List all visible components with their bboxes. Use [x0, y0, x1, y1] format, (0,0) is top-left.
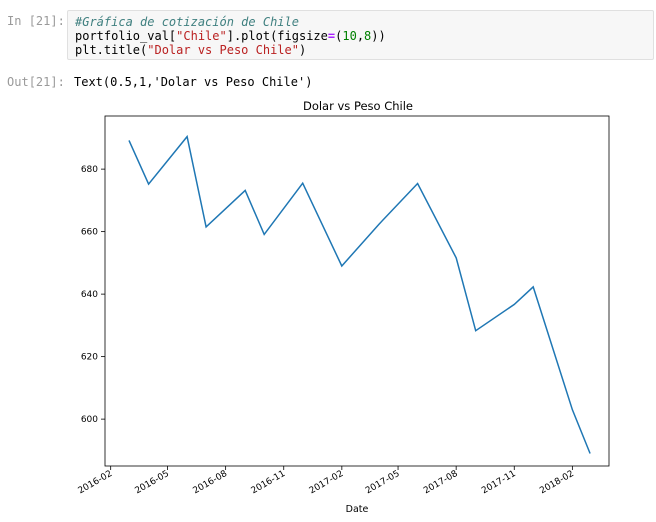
code-token: plt.title(: [75, 43, 148, 57]
code-cell-input[interactable]: #Gráfica de cotización de Chile portfoli…: [67, 10, 654, 60]
y-tick-label: 620: [81, 353, 98, 363]
x-tick-label: 2016-08: [192, 469, 230, 497]
x-tick-label: 2017-11: [480, 469, 518, 496]
y-tick-label: 640: [81, 290, 98, 300]
x-tick-label: 2017-08: [422, 469, 460, 497]
code-comment: #Gráfica de cotización de Chile: [75, 15, 299, 29]
code-token: ,: [356, 29, 365, 43]
y-tick-label: 600: [81, 415, 98, 425]
x-axis: 2016-02 2016-05 2016-08 2016-11 2017-02 2017-…: [77, 466, 576, 496]
y-tick-label: 680: [81, 165, 98, 175]
x-axis-label: Date: [346, 504, 369, 515]
chart-title: Dolar vs Peso Chile: [303, 99, 413, 113]
output-prompt-number: [21]:: [28, 75, 65, 89]
input-prompt-number: [21]:: [28, 14, 65, 28]
code-token: ].plot(figsize: [226, 29, 328, 43]
x-tick-label: 2018-02: [538, 469, 576, 496]
x-tick-label: 2016-11: [250, 469, 288, 496]
code-number: 8: [364, 29, 372, 43]
code-editor[interactable]: #Gráfica de cotización de Chile portfoli…: [75, 15, 386, 57]
code-token: (: [335, 29, 343, 43]
output-prompt-label: Out: [7, 75, 29, 89]
input-prompt: In [21]:: [7, 14, 65, 29]
y-axis: 600 620 640 660 680: [81, 165, 105, 425]
y-tick-label: 660: [81, 228, 98, 238]
series-line: [128, 134, 591, 454]
x-tick-label: 2016-05: [133, 469, 171, 496]
x-tick-label: 2017-05: [364, 469, 402, 496]
plot-area: [104, 115, 610, 467]
x-tick-label: 2017-02: [308, 469, 346, 496]
code-operator: =: [327, 29, 336, 43]
code-string: "Dolar vs Peso Chile": [147, 43, 299, 57]
input-prompt-label: In: [7, 14, 29, 28]
output-text: Text(0.5,1,'Dolar vs Peso Chile'): [74, 75, 313, 89]
code-token: )): [371, 29, 386, 43]
code-string: "Chile": [176, 29, 227, 43]
x-tick-label: 2016-02: [77, 469, 115, 496]
code-token: portfolio_val[: [75, 29, 177, 43]
code-number: 10: [342, 29, 357, 43]
output-prompt: Out[21]:: [7, 75, 65, 90]
code-token: ): [298, 43, 307, 57]
